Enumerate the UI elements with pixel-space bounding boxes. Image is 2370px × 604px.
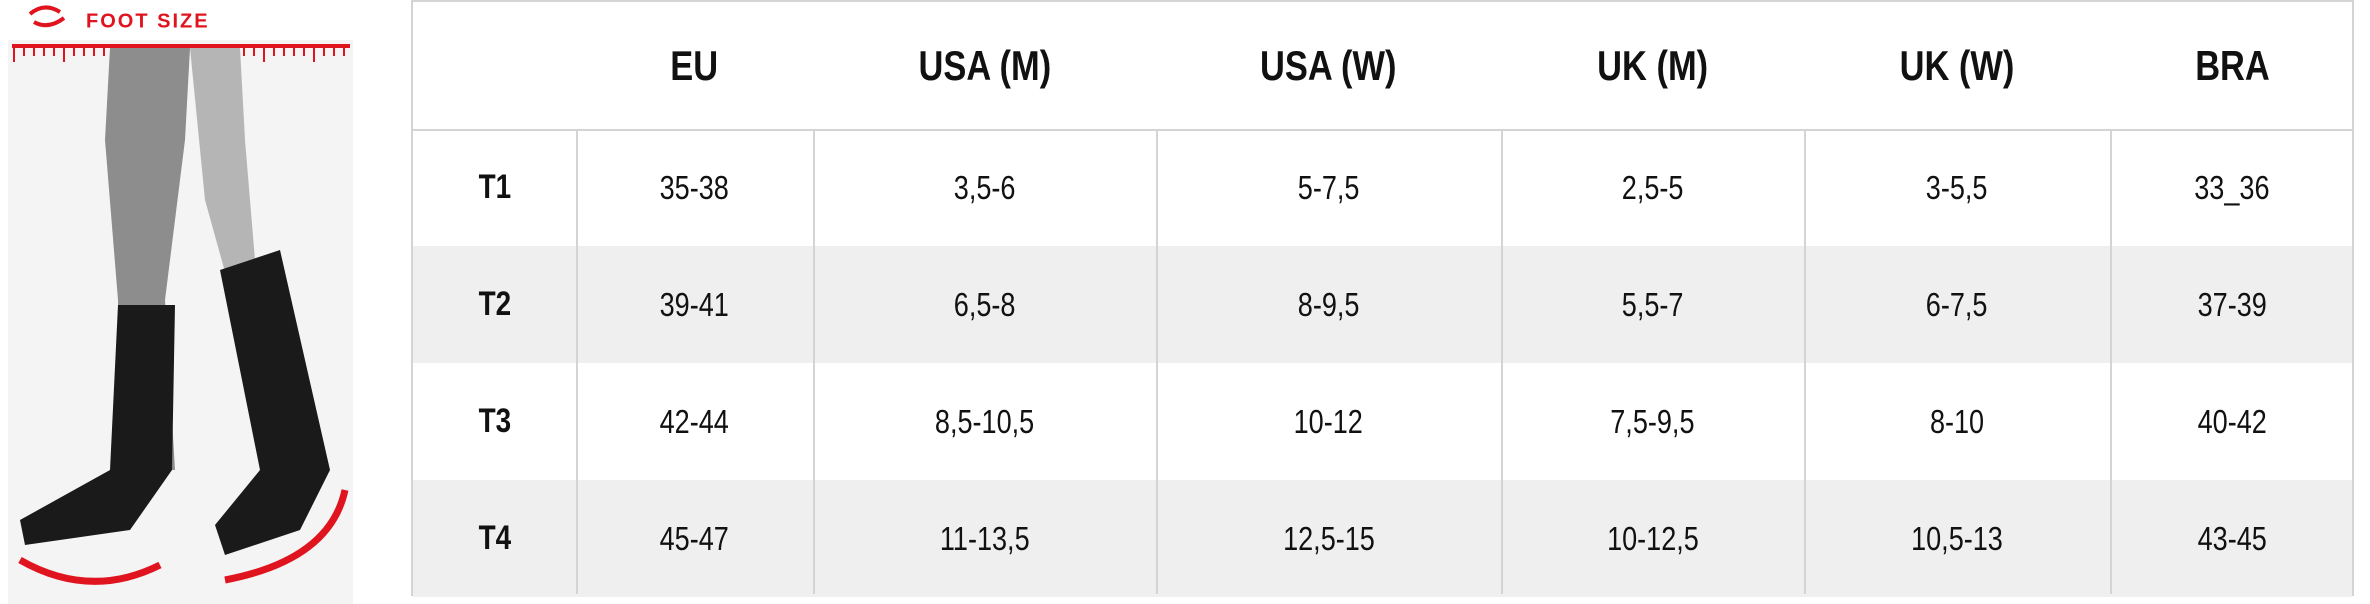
text: 3-5,5 <box>1926 168 1988 206</box>
cell: 42-44 <box>576 363 813 480</box>
cell: 3-5,5 <box>1804 129 2110 246</box>
cell: 35-38 <box>576 129 813 246</box>
column-header: UK (W) <box>1804 2 2110 129</box>
text: 7,5-9,5 <box>1610 402 1695 440</box>
text: 3,5-6 <box>953 168 1016 206</box>
text: 5-7,5 <box>1297 168 1360 206</box>
cell: 10,5-13 <box>1804 480 2110 597</box>
text: USA (M) <box>918 41 1051 89</box>
row-band <box>413 246 2352 363</box>
cell: 6-7,5 <box>1804 246 2110 363</box>
row-band <box>413 480 2352 597</box>
divider <box>413 129 2352 131</box>
text: BRA <box>2194 41 2270 89</box>
cell: 8-10 <box>1804 363 2110 480</box>
column-header: UK (M) <box>1501 2 1804 129</box>
text: 40-42 <box>2197 402 2267 440</box>
text: T3 <box>478 402 511 440</box>
cell: 11-13,5 <box>813 480 1156 597</box>
text: 42-44 <box>659 402 730 440</box>
sock <box>20 305 175 545</box>
cell: 45-47 <box>576 480 813 597</box>
text: T4 <box>478 519 511 557</box>
row-label: T3 <box>413 363 576 480</box>
divider <box>1156 129 1158 594</box>
column-header: USA (W) <box>1156 2 1501 129</box>
cell: 7,5-9,5 <box>1501 363 1804 480</box>
foot-illustration: FOOT SIZE <box>8 5 353 604</box>
text: UK (M) <box>1597 41 1708 89</box>
column-header: BRA <box>2110 2 2354 129</box>
text: 5,5-7 <box>1621 285 1684 323</box>
text: 10,5-13 <box>1911 519 2003 557</box>
text: 8-9,5 <box>1297 285 1360 323</box>
cell: 10-12,5 <box>1501 480 1804 597</box>
text: 43-45 <box>2197 519 2267 557</box>
text: 35-38 <box>659 168 730 206</box>
text: 45-47 <box>659 519 730 557</box>
text: 12,5-15 <box>1282 519 1375 557</box>
text: 39-41 <box>659 285 730 323</box>
row-label: T1 <box>413 129 576 246</box>
text: 33_36 <box>2194 168 2270 206</box>
cell: 37-39 <box>2110 246 2354 363</box>
divider <box>576 129 578 594</box>
text: EU <box>670 41 719 89</box>
text: 10-12 <box>1293 402 1364 440</box>
row-label: T2 <box>413 246 576 363</box>
sole-curve <box>224 489 349 584</box>
text: 6,5-8 <box>953 285 1016 323</box>
divider <box>1804 129 1806 594</box>
text: 2,5-5 <box>1621 168 1684 206</box>
cell: 5,5-7 <box>1501 246 1804 363</box>
rotate-icon <box>28 5 66 28</box>
cell: 6,5-8 <box>813 246 1156 363</box>
text: T2 <box>478 285 511 323</box>
column-header: USA (M) <box>813 2 1156 129</box>
cell: 2,5-5 <box>1501 129 1804 246</box>
divider <box>1501 129 1503 594</box>
cell: 33_36 <box>2110 129 2354 246</box>
text: T1 <box>478 168 511 206</box>
size-table: EU USA (M) USA (W) UK (M) UK (W) BRA T1 35-38 3,… <box>411 0 2354 597</box>
column-header: EU <box>576 2 813 129</box>
sole-curve <box>18 556 162 585</box>
cell: 12,5-15 <box>1156 480 1501 597</box>
text: 11-13,5 <box>939 519 1030 557</box>
text: 10-12,5 <box>1606 519 1699 557</box>
label: FOOT SIZE <box>86 10 210 32</box>
cell: 3,5-6 <box>813 129 1156 246</box>
cell: 8,5-10,5 <box>813 363 1156 480</box>
cell: 43-45 <box>2110 480 2354 597</box>
text: 8-10 <box>1929 402 1985 440</box>
text: USA (W) <box>1260 41 1397 89</box>
sock <box>215 250 330 555</box>
row-label: T4 <box>413 480 576 597</box>
leg <box>190 48 255 290</box>
cell: 8-9,5 <box>1156 246 1501 363</box>
divider <box>813 129 815 594</box>
text: UK (W) <box>1899 41 2015 89</box>
cell: 39-41 <box>576 246 813 363</box>
divider <box>2110 129 2112 594</box>
text: 37-39 <box>2197 285 2267 323</box>
text: 8,5-10,5 <box>934 402 1035 440</box>
text: 6-7,5 <box>1926 285 1988 323</box>
cell: 40-42 <box>2110 363 2354 480</box>
cell: 10-12 <box>1156 363 1501 480</box>
cell: 5-7,5 <box>1156 129 1501 246</box>
